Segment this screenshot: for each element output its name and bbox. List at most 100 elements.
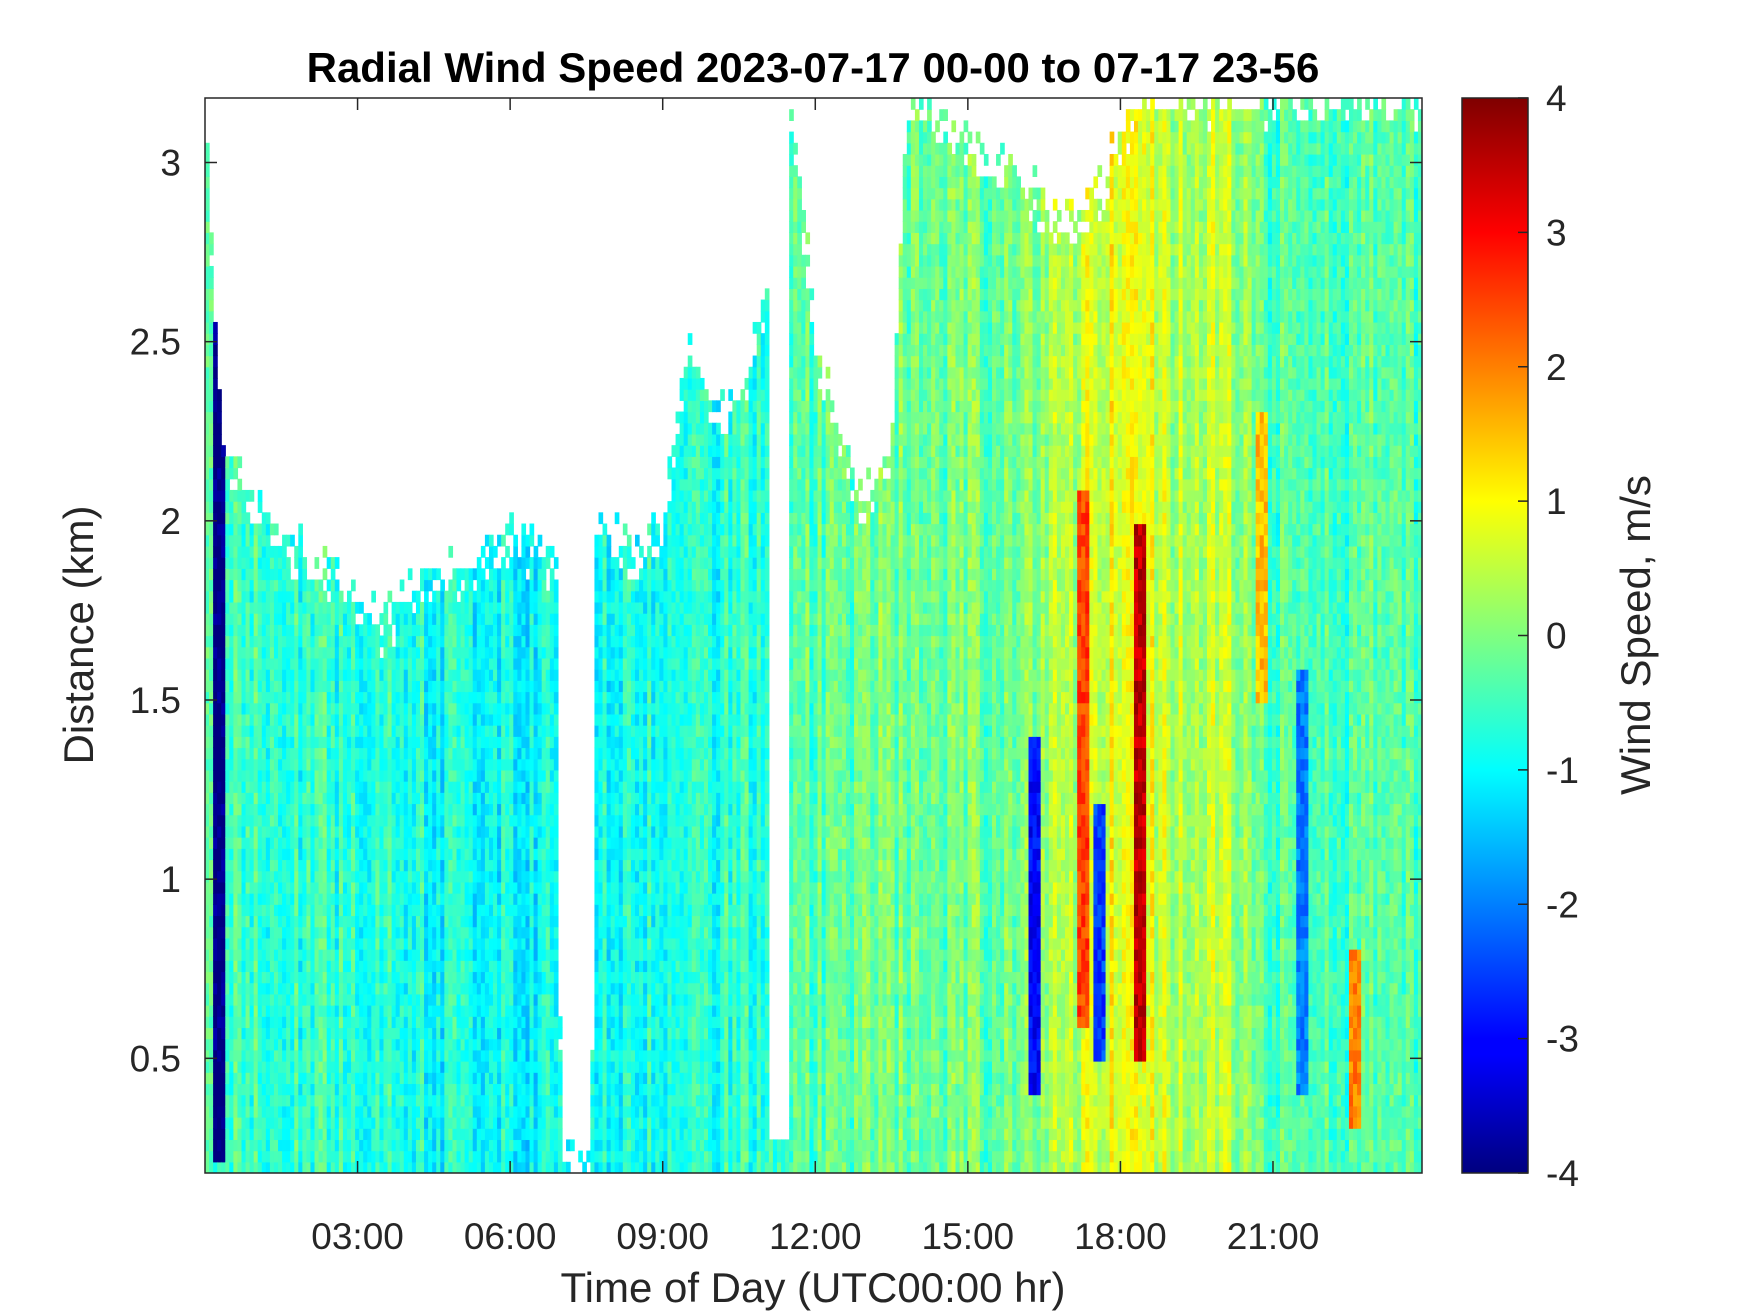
heatmap-cell [290, 1150, 295, 1163]
heatmap-cell [314, 1094, 320, 1107]
heatmap-cell [318, 915, 324, 928]
heatmap-cell [294, 613, 299, 625]
heatmap-cell [403, 960, 409, 973]
heatmap-cell [290, 870, 295, 883]
heatmap-cell [424, 1105, 429, 1118]
heatmap-cell [403, 624, 409, 637]
heatmap-cell [387, 881, 393, 894]
heatmap-cell [241, 859, 247, 872]
heatmap-cell [359, 803, 364, 816]
heatmap-cell [521, 971, 527, 984]
heatmap-cell [330, 904, 336, 917]
heatmap-cell [346, 713, 352, 726]
heatmap-cell [444, 926, 449, 939]
heatmap-cell [379, 971, 385, 984]
heatmap-cell [399, 949, 405, 961]
heatmap-cell [314, 624, 320, 637]
heatmap-cell [221, 512, 226, 525]
heatmap-cell [334, 1105, 340, 1118]
heatmap-cell [334, 971, 340, 984]
heatmap-cell [253, 601, 259, 614]
heatmap-cell [407, 1049, 413, 1062]
heatmap-cell [501, 758, 506, 771]
heatmap-cell [338, 680, 344, 693]
heatmap-cell [237, 758, 243, 771]
heatmap-cell [278, 702, 283, 715]
heatmap-cell [553, 937, 559, 950]
heatmap-cell [488, 747, 494, 760]
heatmap-cell [257, 960, 263, 973]
heatmap-cell [497, 747, 502, 760]
heatmap-cell [533, 1049, 539, 1062]
heatmap-cell [257, 949, 263, 961]
heatmap-cell [286, 568, 291, 581]
heatmap-cell [298, 1049, 303, 1062]
heatmap-cell [229, 781, 234, 793]
heatmap-cell [464, 1161, 470, 1173]
heatmap-cell [314, 646, 320, 659]
heatmap-cell [298, 568, 303, 581]
heatmap-cell [541, 579, 547, 592]
heatmap-cell [513, 1117, 518, 1129]
heatmap-cell [237, 523, 243, 536]
heatmap-cell [545, 1139, 551, 1152]
heatmap-cell [452, 1061, 458, 1073]
heatmap-cell [229, 893, 234, 905]
heatmap-cell [432, 669, 437, 681]
heatmap-cell [359, 870, 364, 883]
heatmap-cell [383, 1105, 389, 1118]
heatmap-cell [265, 1139, 271, 1152]
heatmap-cell [371, 713, 376, 726]
heatmap-cell [464, 803, 470, 816]
heatmap-cell [529, 993, 535, 1006]
heatmap-cell [334, 825, 340, 838]
heatmap-cell [537, 870, 543, 883]
heatmap-cell [484, 1128, 490, 1141]
heatmap-cell [322, 1061, 328, 1073]
heatmap-cell [225, 1161, 230, 1173]
heatmap-cell [509, 747, 514, 760]
heatmap-cell [326, 1161, 332, 1173]
heatmap-cell [253, 1072, 259, 1085]
heatmap-cell [525, 1027, 531, 1040]
heatmap-cell [371, 803, 376, 816]
heatmap-cell [411, 904, 417, 917]
heatmap-cell [265, 1128, 271, 1141]
heatmap-cell [245, 725, 251, 737]
heatmap-cell [411, 1105, 417, 1118]
heatmap-cell [460, 758, 466, 771]
heatmap-cell [440, 758, 445, 771]
heatmap-cell [383, 1150, 389, 1163]
heatmap-cell [241, 904, 247, 917]
heatmap-cell [209, 613, 214, 625]
heatmap-cell [249, 713, 255, 726]
heatmap-cell [407, 825, 413, 838]
heatmap-cell [468, 1072, 474, 1085]
heatmap-cell [379, 792, 385, 805]
heatmap-cell [310, 1027, 316, 1040]
heatmap-cell [371, 971, 376, 984]
heatmap-cell [334, 680, 340, 693]
heatmap-cell [245, 1117, 251, 1129]
heatmap-cell [257, 1061, 263, 1073]
heatmap-cell [355, 1005, 360, 1017]
heatmap-cell [452, 982, 458, 995]
heatmap-cell [387, 736, 393, 749]
heatmap-cell [294, 937, 299, 950]
heatmap-cell [351, 680, 356, 693]
heatmap-cell [286, 736, 291, 749]
heatmap-cell [209, 657, 214, 670]
heatmap-cell [436, 1128, 441, 1141]
heatmap-cell [257, 568, 263, 581]
heatmap-cell [318, 814, 324, 827]
heatmap-cell [330, 837, 336, 849]
heatmap-cell [346, 915, 352, 928]
heatmap-cell [229, 870, 234, 883]
heatmap-cell [237, 501, 243, 513]
heatmap-cell [225, 501, 230, 513]
heatmap-cell [513, 904, 518, 917]
heatmap-cell [314, 1128, 320, 1141]
heatmap-cell [505, 825, 510, 838]
heatmap-cell [302, 1117, 308, 1129]
heatmap-cell [415, 691, 421, 704]
